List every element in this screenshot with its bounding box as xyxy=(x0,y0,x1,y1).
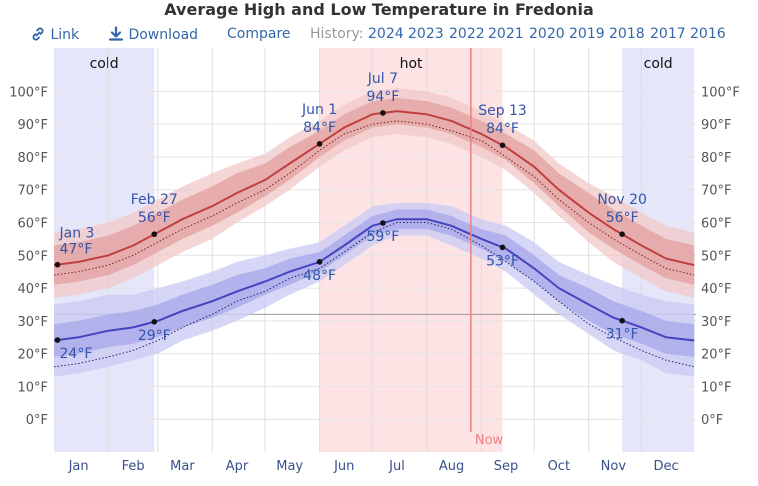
low-annotation-value: 59°F xyxy=(366,229,399,245)
history-year-2016[interactable]: 2016 xyxy=(690,26,726,42)
y-tick-label-right: 40°F xyxy=(701,282,732,297)
y-tick-label-left: 20°F xyxy=(17,348,48,363)
high-annotation-dot xyxy=(380,110,386,116)
high-inner-band xyxy=(54,97,695,285)
month-label: Dec xyxy=(654,459,679,474)
season-label-cold: cold xyxy=(644,56,673,72)
high-annotation-date: Jun 1 xyxy=(301,102,337,118)
y-tick-label-right: 60°F xyxy=(701,217,732,232)
season-label-hot: hot xyxy=(400,56,423,72)
link-label: Link xyxy=(50,27,80,43)
high-annotation-date: Sep 13 xyxy=(478,103,527,119)
month-label: Mar xyxy=(170,459,195,474)
low-annotation-value: 53°F xyxy=(486,253,519,269)
month-label: Jun xyxy=(333,459,354,474)
high-annotation-date: Jan 3 xyxy=(59,226,95,242)
compare-button[interactable]: Compare xyxy=(227,26,291,42)
high-dotted-line xyxy=(53,120,695,276)
high-series-line xyxy=(53,110,695,267)
download-label: Download xyxy=(128,27,199,43)
y-tick-label-left: 50°F xyxy=(17,249,48,264)
now-label: Now xyxy=(475,433,504,448)
y-tick-label-right: 0°F xyxy=(701,413,723,428)
high-annotation-dot xyxy=(316,141,323,147)
low-annotation-dot xyxy=(499,244,506,251)
month-label: Sep xyxy=(494,459,519,474)
low-annotation-value: 24°F xyxy=(60,346,93,362)
low-series-line xyxy=(53,218,695,342)
month-label: Jul xyxy=(388,459,405,474)
y-tick-label-right: 20°F xyxy=(701,348,732,363)
high-annotation-dot xyxy=(499,142,506,149)
y-tick-label-left: 30°F xyxy=(17,315,48,330)
low-annotation-dot xyxy=(54,337,61,343)
history-year-2021[interactable]: 2021 xyxy=(488,26,524,42)
history-label: History: xyxy=(310,26,364,42)
low-annotation-dot xyxy=(380,220,386,226)
page-title: Average High and Low Temperature in Fred… xyxy=(164,0,594,19)
high-annotation-value: 94°F xyxy=(366,89,399,105)
y-tick-label-right: 100°F xyxy=(701,85,740,100)
high-annotation-value: 56°F xyxy=(606,210,639,226)
y-tick-label-left: 10°F xyxy=(17,380,48,395)
high-annotation-date: Nov 20 xyxy=(597,192,647,208)
high-annotation-value: 47°F xyxy=(60,242,93,258)
month-label: Aug xyxy=(439,459,464,474)
download-button[interactable]: Download xyxy=(108,26,198,43)
y-tick-label-left: 60°F xyxy=(17,217,48,232)
y-tick-label-left: 70°F xyxy=(17,184,48,199)
history-year-2024[interactable]: 2024 xyxy=(368,26,404,42)
history-year-2019[interactable]: 2019 xyxy=(569,26,605,42)
toolbar: Link Download Compare History: 2024 2023… xyxy=(0,26,758,46)
month-label: May xyxy=(276,459,303,474)
low-annotation-value: 31°F xyxy=(606,327,639,343)
low-annotation-value: 29°F xyxy=(138,328,171,344)
high-annotation-date: Jul 7 xyxy=(367,71,398,87)
y-tick-label-left: 80°F xyxy=(17,151,48,166)
low-outer-band xyxy=(54,202,695,377)
y-tick-label-right: 10°F xyxy=(701,380,732,395)
y-tick-label-right: 50°F xyxy=(701,249,732,264)
history-year-2017[interactable]: 2017 xyxy=(650,26,686,42)
high-annotation-value: 84°F xyxy=(486,121,519,137)
low-annotation-value: 48°F xyxy=(303,268,336,284)
y-tick-label-right: 30°F xyxy=(701,315,732,330)
high-annotation-dot xyxy=(619,231,625,238)
y-tick-label-left: 100°F xyxy=(9,85,48,100)
y-tick-label-left: 40°F xyxy=(17,282,48,297)
high-annotation-dot xyxy=(151,231,158,238)
y-tick-label-right: 80°F xyxy=(701,151,732,166)
season-label-cold: cold xyxy=(90,56,119,72)
month-label: Nov xyxy=(601,459,627,474)
low-annotation-dot xyxy=(619,317,625,324)
high-annotation-date: Feb 27 xyxy=(131,192,178,208)
download-icon xyxy=(108,26,124,41)
y-tick-label-left: 90°F xyxy=(17,118,48,133)
month-label: Apr xyxy=(226,459,249,474)
low-annotation-dot xyxy=(316,259,323,265)
high-annotation-value: 84°F xyxy=(303,120,336,136)
link-icon xyxy=(32,27,44,41)
month-label: Oct xyxy=(548,459,570,474)
history-year-2020[interactable]: 2020 xyxy=(529,26,565,42)
month-label: Feb xyxy=(122,459,145,474)
high-annotation-dot xyxy=(54,261,61,268)
low-annotation-dot xyxy=(151,319,158,325)
y-tick-label-right: 90°F xyxy=(701,118,732,133)
history-year-2023[interactable]: 2023 xyxy=(408,26,444,42)
high-annotation-value: 56°F xyxy=(138,210,171,226)
month-label: Jan xyxy=(68,459,89,474)
history-year-2018[interactable]: 2018 xyxy=(609,26,645,42)
low-inner-band xyxy=(54,209,695,357)
y-tick-label-right: 70°F xyxy=(701,184,732,199)
history-year-2022[interactable]: 2022 xyxy=(449,26,485,42)
y-tick-label-left: 0°F xyxy=(26,413,48,428)
link-button[interactable]: Link xyxy=(30,26,79,43)
